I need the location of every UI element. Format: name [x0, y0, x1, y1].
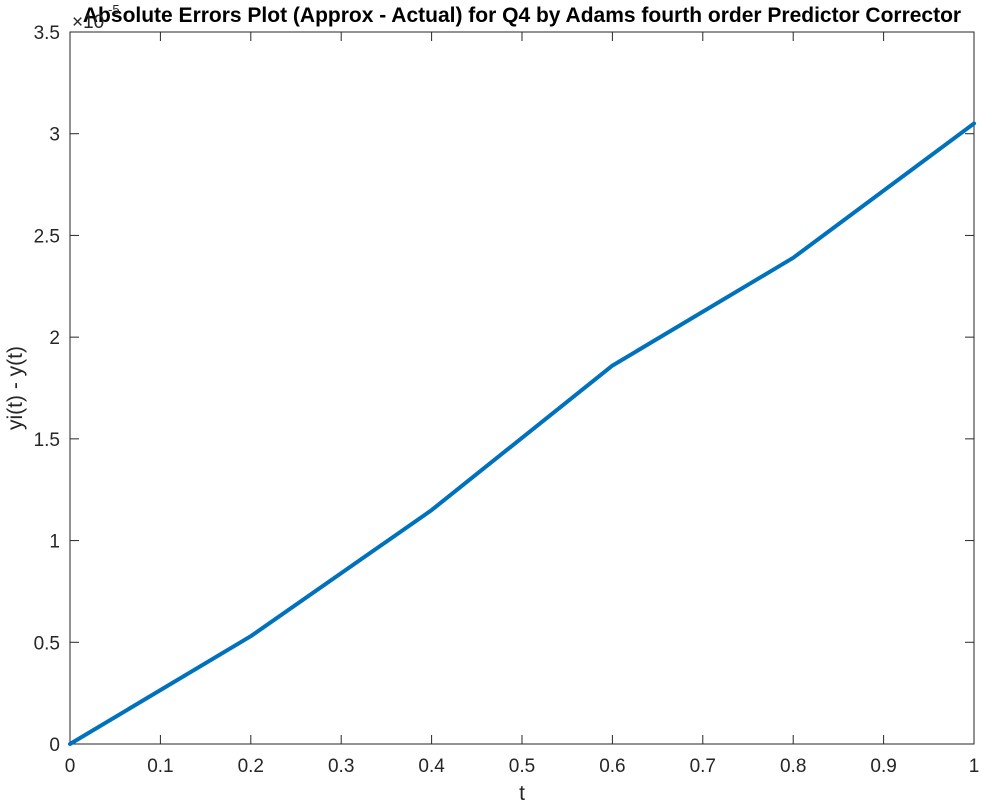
- x-tick-label: 0.8: [780, 756, 806, 777]
- y-exponent-power: -5: [108, 2, 120, 17]
- y-tick-label: 1.5: [34, 430, 60, 451]
- y-axis-label: yi(t) - y(t): [4, 346, 27, 430]
- x-tick-label: 0.4: [418, 756, 445, 777]
- tick-labels-group: 0 0.1 0.2 0.3 0.4 0.5 0.6 0.7 0.8 0.9 1 0 0.5 1 1.5 2 2.…: [34, 23, 980, 777]
- x-tick-label: 0.7: [690, 756, 716, 777]
- y-tick-label: 1: [49, 532, 60, 553]
- chart-title: Absolute Errors Plot (Approx - Actual) f…: [83, 4, 961, 27]
- x-tick-label: 0.5: [509, 756, 535, 777]
- ticks-group: [69, 31, 975, 745]
- y-tick-label: 2: [49, 328, 60, 349]
- y-tick-label: 0.5: [34, 633, 60, 654]
- x-tick-label: 0.3: [328, 756, 354, 777]
- x-axis-label: t: [519, 782, 525, 805]
- y-exponent-label: ×10: [72, 12, 104, 33]
- y-tick-label: 3.5: [34, 23, 60, 44]
- y-tick-label: 3: [49, 125, 60, 146]
- plot-area: [69, 31, 975, 745]
- x-tick-label: 0.9: [870, 756, 896, 777]
- series-line: [68, 121, 976, 746]
- y-tick-label: 0: [49, 735, 60, 756]
- x-tick-label: 0.1: [147, 756, 173, 777]
- y-tick-label: 2.5: [34, 226, 60, 247]
- x-tick-label: 1: [969, 756, 980, 777]
- x-tick-label: 0.2: [238, 756, 264, 777]
- x-tick-label: 0: [65, 756, 76, 777]
- x-tick-label: 0.6: [599, 756, 625, 777]
